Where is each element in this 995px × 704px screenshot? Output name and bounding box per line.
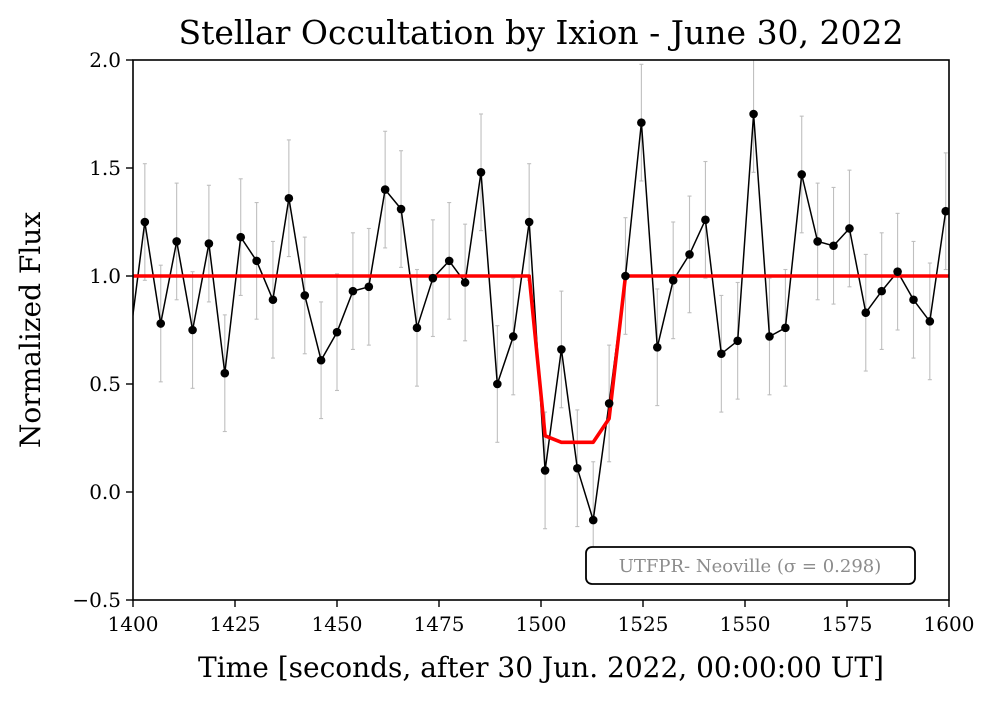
x-tick-label: 1500 [516, 612, 567, 636]
data-point [332, 327, 342, 337]
legend-frame [585, 546, 916, 585]
data-point [861, 308, 871, 318]
x-tick-label: 1425 [210, 612, 261, 636]
data-point [845, 224, 854, 233]
data-point [268, 295, 278, 305]
data-point [573, 463, 582, 473]
data-point [140, 217, 150, 227]
observed-series [133, 113, 949, 521]
data-point [557, 345, 566, 354]
data-point [428, 273, 438, 283]
data-point [957, 207, 966, 216]
data-point [396, 204, 406, 214]
data-point [380, 185, 390, 194]
legend-label: UTFPR- Neoville (σ = 0.298) [619, 556, 882, 577]
data-point [765, 332, 774, 341]
data-point [508, 332, 518, 341]
observed-flux-line [133, 113, 949, 521]
data-point [364, 282, 374, 292]
data-point [460, 278, 470, 287]
data-point [172, 237, 181, 246]
y-axis-label: Normalized Flux [14, 212, 47, 448]
error-bars [142, 60, 948, 579]
data-point [588, 515, 598, 525]
data-point [925, 317, 935, 326]
y-tick-label: 2.0 [89, 48, 121, 72]
x-axis-label: Time [seconds, after 30 Jun. 2022, 00:00… [198, 651, 884, 684]
x-tick-label: 1450 [312, 612, 363, 636]
data-point [733, 336, 742, 346]
data-point [604, 399, 614, 408]
data-point [188, 325, 197, 335]
data-point [204, 239, 214, 248]
data-point [284, 193, 294, 203]
x-tick-label: 1400 [108, 612, 159, 636]
data-point [909, 295, 918, 305]
data-point [781, 323, 790, 333]
data-point [252, 256, 261, 266]
data-point [685, 250, 694, 259]
data-points [124, 109, 966, 525]
data-point [893, 267, 902, 276]
x-tick-label: 1525 [618, 612, 669, 636]
data-point [220, 368, 230, 378]
y-tick-label: 1.0 [89, 264, 121, 288]
data-point [701, 215, 710, 225]
legend-box: UTFPR- Neoville (σ = 0.298) [585, 546, 916, 585]
y-tick-label: 0.0 [89, 480, 121, 504]
data-point [524, 217, 534, 227]
y-tick-label: −0.5 [72, 588, 121, 612]
y-tick-label: 0.5 [89, 372, 121, 396]
x-axis: 1400 1425 1450 1475 1500 1525 1550 1575 1600 [108, 600, 975, 636]
x-tick-label: 1575 [822, 612, 873, 636]
plot-frame [132, 59, 950, 601]
data-point [877, 286, 886, 296]
data-point [749, 109, 758, 119]
data-point [941, 206, 949, 216]
x-tick-label: 1600 [924, 612, 975, 636]
model-line [133, 274, 949, 445]
data-point [668, 276, 678, 285]
data-point [797, 170, 807, 179]
data-point [316, 355, 326, 365]
data-point [124, 345, 133, 354]
data-point [412, 323, 422, 333]
data-point [813, 237, 822, 246]
data-point [493, 379, 502, 389]
data-point [444, 256, 454, 266]
x-tick-label: 1475 [414, 612, 465, 636]
data-point [540, 466, 550, 475]
chart-title: Stellar Occultation by Ixion - June 30, … [178, 13, 903, 52]
y-axis: −0.5 0.0 0.5 1.0 1.5 2.0 [72, 48, 133, 612]
data-point [156, 319, 166, 328]
data-point [476, 168, 486, 177]
data-point [829, 241, 838, 251]
data-point [300, 291, 310, 300]
data-point [637, 118, 646, 127]
x-tick-label: 1550 [720, 612, 771, 636]
model-series [133, 274, 949, 445]
data-point [652, 342, 662, 352]
data-point [717, 349, 726, 359]
data-point [348, 286, 358, 296]
data-point [621, 271, 630, 281]
data-point [236, 232, 246, 242]
y-tick-label: 1.5 [89, 156, 121, 180]
